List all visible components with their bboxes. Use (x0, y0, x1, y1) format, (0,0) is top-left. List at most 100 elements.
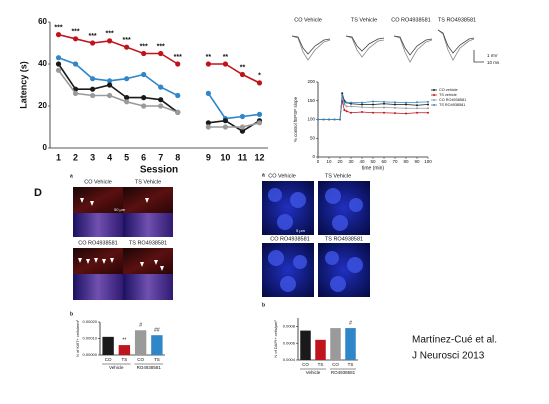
citation: J Neurosci 2013 (412, 351, 485, 362)
point (372, 103, 374, 106)
point (205, 120, 211, 126)
significance: # (349, 320, 352, 326)
point (239, 71, 246, 78)
x-tick-label: CO (302, 362, 309, 367)
trace-label: CO Vehicle (294, 17, 322, 23)
scale-label: 5 µm (296, 228, 306, 233)
image-label: CO RO4938581 (270, 236, 309, 242)
y-tick-label: 60 (38, 17, 47, 26)
point (124, 44, 130, 50)
legend-marker (433, 94, 435, 96)
point (124, 76, 130, 82)
point (256, 120, 263, 126)
point (333, 118, 336, 121)
x-tick-label: 12 (254, 152, 264, 162)
group-label: Vehicle (109, 365, 124, 370)
y-axis-label: N of DAPI+ cells/µm² (273, 320, 278, 358)
point (350, 101, 352, 104)
x-tick-label: 50 (370, 159, 376, 164)
y-tick-label: 0.0004 (283, 357, 296, 362)
point (89, 40, 96, 46)
y-axis-label: % control fEPSP slope (293, 96, 298, 142)
point (222, 118, 229, 124)
point (256, 111, 263, 117)
significance: *** (106, 31, 114, 38)
point (107, 82, 113, 88)
x-tick-label: 20 (337, 159, 343, 164)
point (72, 90, 79, 96)
series-line (208, 122, 260, 128)
panel-d: D a CO Vehicle TS Vehicle CO RO4938581 T… (34, 173, 173, 317)
point (107, 92, 113, 99)
x-tick-label: 7 (158, 152, 163, 162)
point (343, 109, 346, 112)
x-tick-label: 9 (206, 152, 211, 162)
point (383, 111, 385, 114)
point (427, 107, 429, 110)
trace-label: CO RO4938581 (391, 17, 430, 23)
image (123, 248, 173, 274)
y-tick-label: 0.00010 (83, 336, 98, 341)
y-tick-label: 0.0006 (283, 340, 296, 345)
point (141, 103, 147, 109)
significance: ** (240, 64, 246, 71)
nuclei (268, 188, 363, 292)
sub-label: b (262, 302, 265, 308)
point (89, 92, 96, 99)
x-tick-label: 3 (90, 152, 95, 162)
significance: ** (122, 337, 126, 343)
y-tick-label: 200 (307, 79, 315, 84)
y-tick-label: 0 (43, 143, 48, 152)
group-label: Vehicle (306, 370, 321, 375)
point (372, 111, 374, 114)
image-label: CO Vehicle (268, 173, 296, 179)
point (416, 104, 418, 107)
legend-marker (433, 99, 435, 101)
x-tick-label: 100 (424, 159, 432, 164)
x-tick-label: CO (137, 357, 144, 362)
point (427, 103, 429, 106)
point (107, 78, 113, 84)
point (350, 105, 352, 108)
point (394, 106, 396, 109)
point (72, 36, 79, 42)
point (158, 97, 164, 103)
point (175, 109, 181, 115)
series-line (318, 95, 429, 120)
x-tick-label: 11 (238, 152, 248, 162)
significance: ** (206, 54, 212, 61)
trace-label: TS Vehicle (351, 17, 377, 23)
image-label: TS Vehicle (325, 173, 351, 179)
significance: ** (223, 54, 229, 61)
point (416, 101, 418, 104)
point (175, 92, 181, 99)
point (317, 118, 319, 121)
image-label: TS RO4938581 (129, 240, 167, 246)
panel-e: a CO Vehicle TS Vehicle CO RO4938581 TS … (262, 172, 370, 308)
legend-label: TS vehicle (439, 93, 457, 97)
x-tick-label: 60 (381, 159, 387, 164)
trace-panel: CO Vehicle TS Vehicle CO RO4938581 TS RO… (291, 17, 500, 65)
point (222, 124, 229, 130)
y-tick-label: 0.00000 (83, 352, 98, 357)
y-tick-label: 0.0008 (283, 323, 296, 328)
significance: *** (123, 37, 131, 44)
scale-bar (473, 50, 484, 63)
y-tick-label: 20 (38, 101, 47, 110)
series-line (318, 93, 429, 120)
point (141, 95, 147, 101)
point (322, 118, 325, 121)
point (55, 61, 62, 67)
scale-x: 10 ms (487, 60, 500, 65)
point (55, 31, 62, 38)
panel-letter: D (34, 187, 42, 199)
point (328, 118, 330, 121)
point (55, 67, 62, 73)
x-tick-label: 0 (317, 159, 320, 164)
significance: *** (174, 54, 182, 61)
point (343, 103, 346, 106)
series-line (57, 69, 179, 114)
point (350, 111, 352, 114)
image (123, 213, 173, 237)
arrowheads (78, 198, 164, 271)
